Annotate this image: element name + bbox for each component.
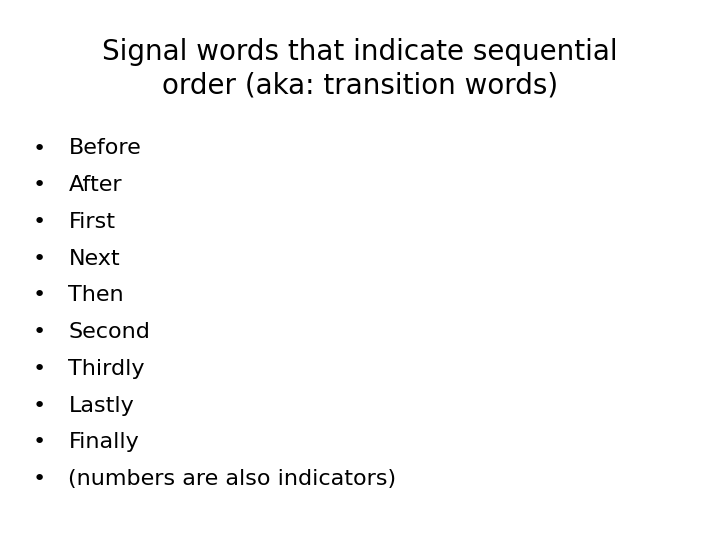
Text: Second: Second — [68, 322, 150, 342]
Text: •: • — [33, 359, 46, 379]
Text: Signal words that indicate sequential
order (aka: transition words): Signal words that indicate sequential or… — [102, 38, 618, 99]
Text: Lastly: Lastly — [68, 395, 134, 416]
Text: •: • — [33, 395, 46, 416]
Text: Finally: Finally — [68, 432, 139, 453]
Text: •: • — [33, 138, 46, 159]
Text: •: • — [33, 285, 46, 306]
Text: Before: Before — [68, 138, 141, 159]
Text: Next: Next — [68, 248, 120, 269]
Text: •: • — [33, 212, 46, 232]
Text: (numbers are also indicators): (numbers are also indicators) — [68, 469, 397, 489]
Text: Then: Then — [68, 285, 124, 306]
Text: First: First — [68, 212, 115, 232]
Text: Thirdly: Thirdly — [68, 359, 145, 379]
Text: •: • — [33, 248, 46, 269]
Text: •: • — [33, 175, 46, 195]
Text: •: • — [33, 432, 46, 453]
Text: •: • — [33, 322, 46, 342]
Text: After: After — [68, 175, 122, 195]
Text: •: • — [33, 469, 46, 489]
